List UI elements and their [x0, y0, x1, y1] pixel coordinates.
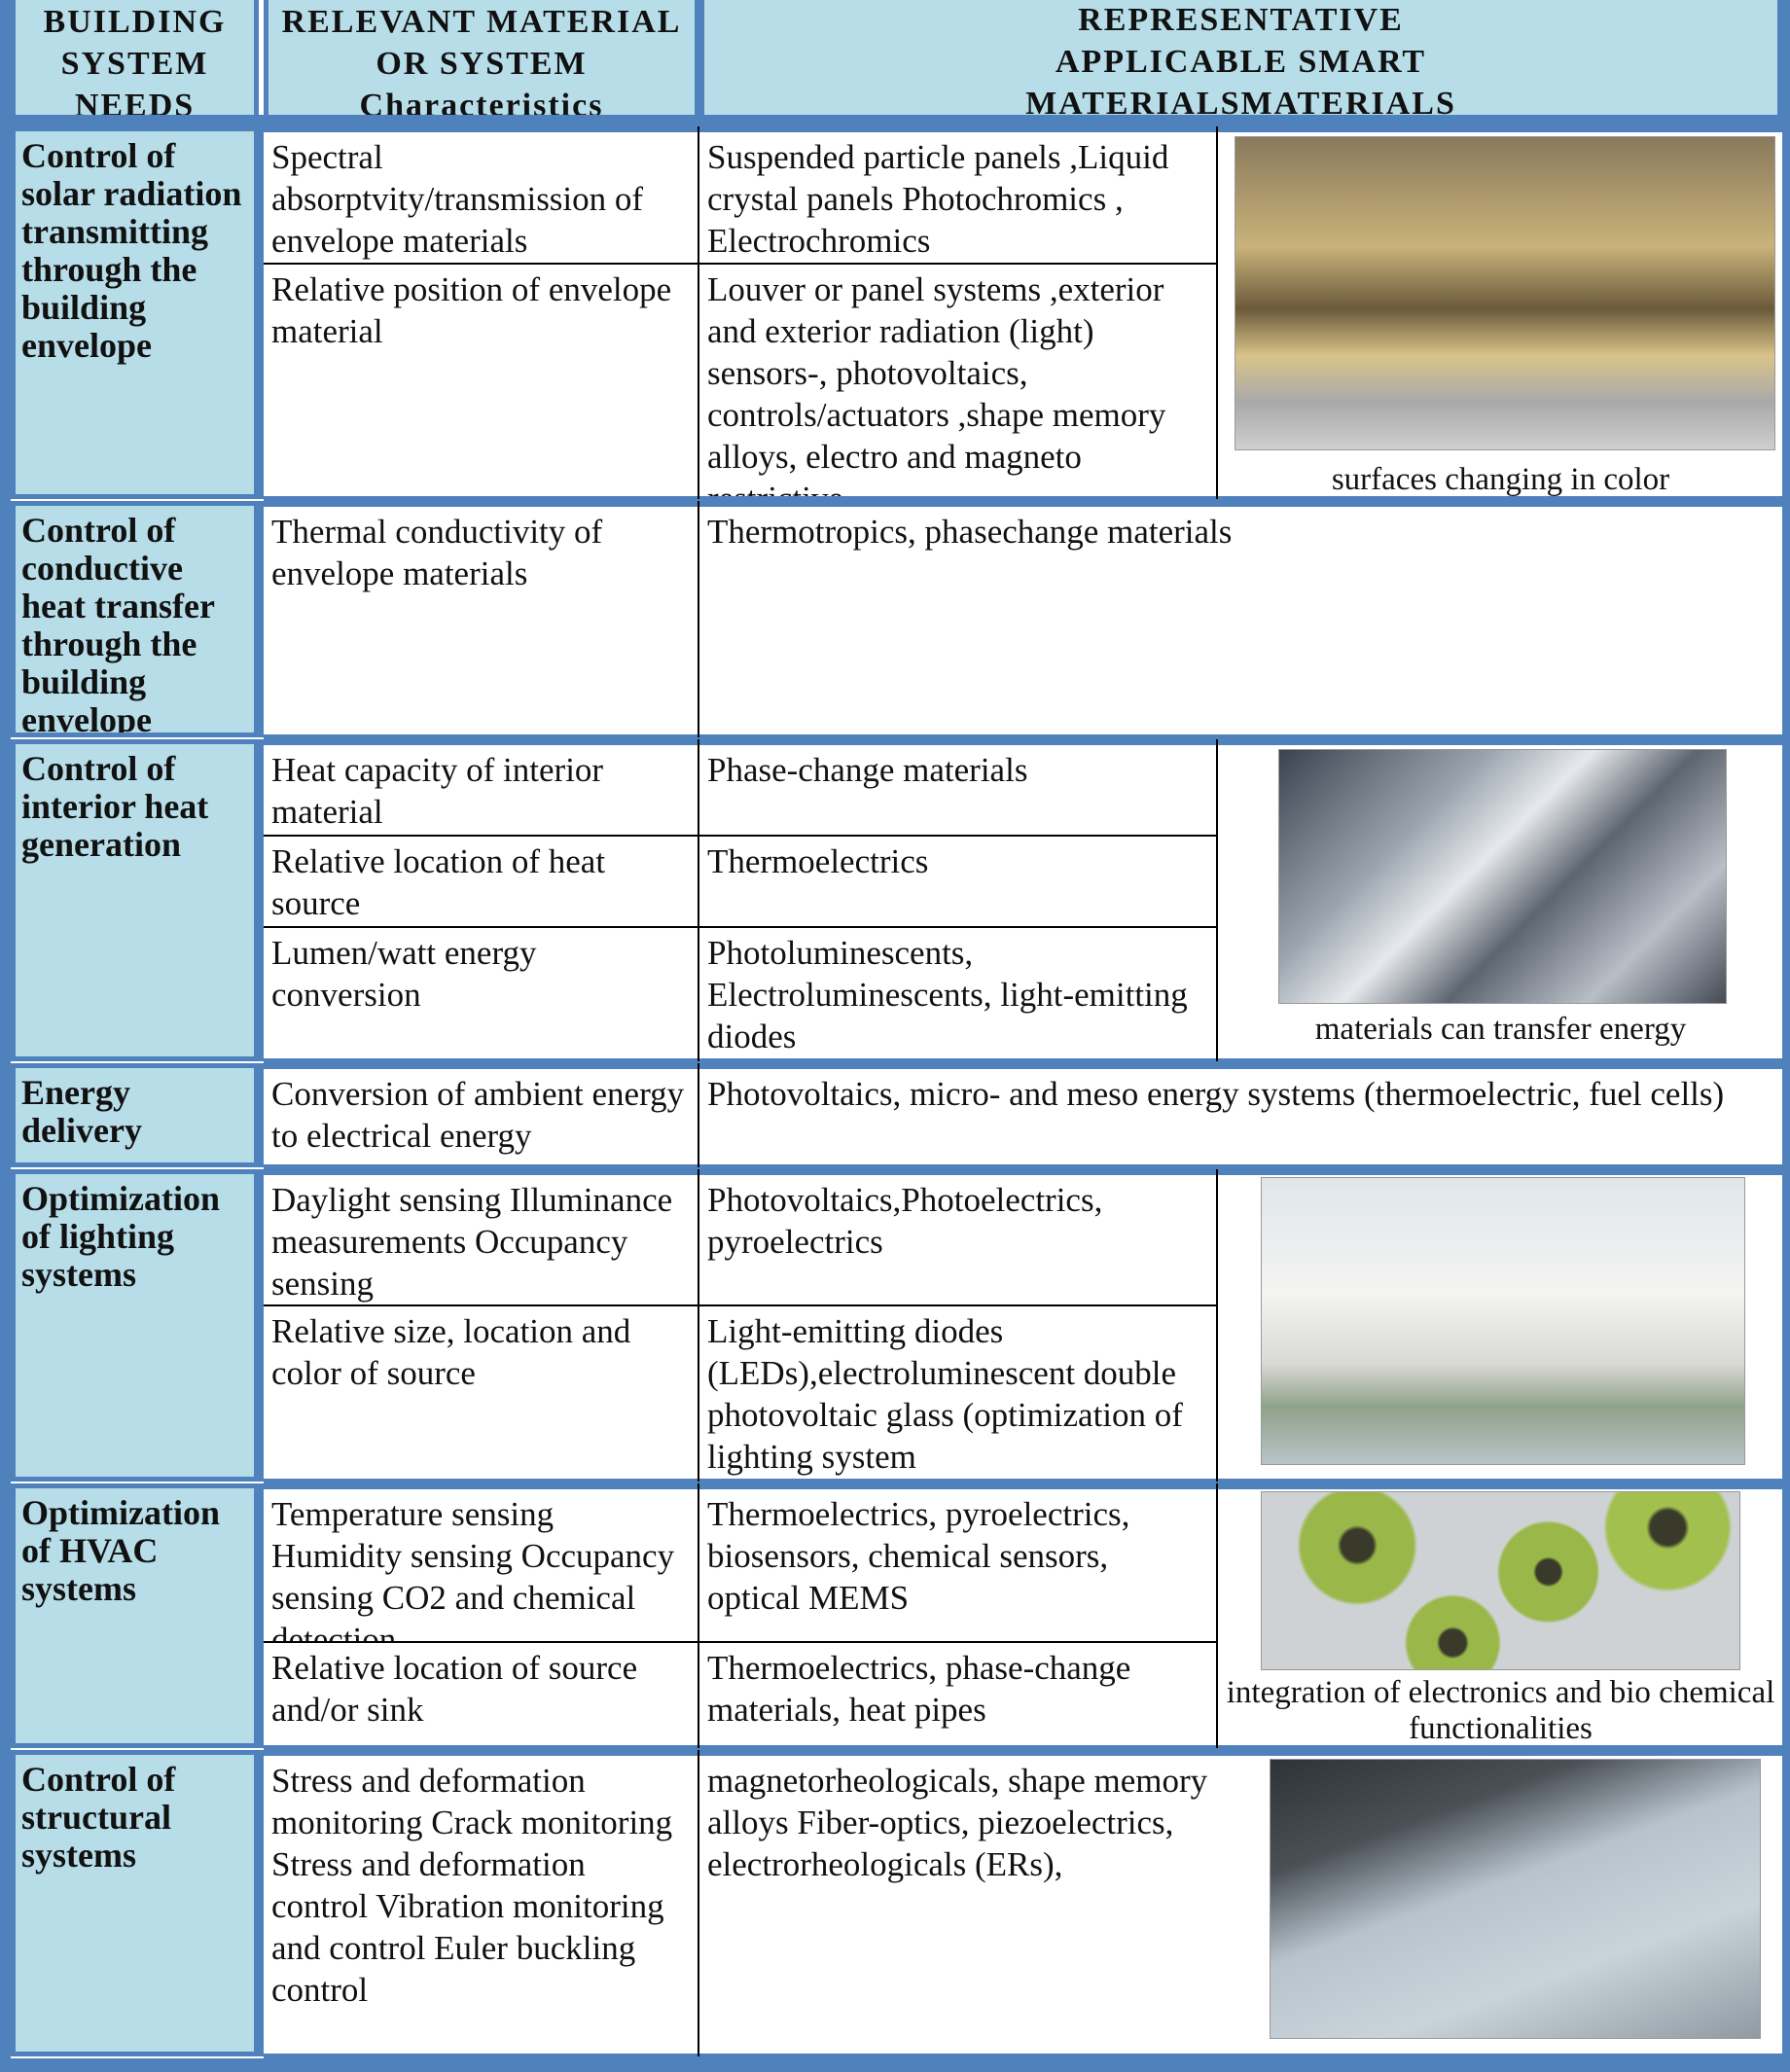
characteristic-cell: Stress and deformation monitoring Crack … [271, 1762, 673, 2009]
image-caption: surfaces changing in color [1331, 462, 1670, 497]
column-divider [259, 739, 264, 1061]
materials-cell: Photoluminescents, Electroluminescents, … [707, 934, 1188, 1055]
materials-cell: magnetorheologicals, shape memory alloys… [707, 1762, 1208, 1883]
bridge-sensors-photo [1270, 1759, 1761, 2039]
building-need-cell: Optimization of lighting systems [11, 1169, 259, 1482]
image-caption: materials can transfer energy [1314, 1012, 1687, 1047]
subrow-line [264, 1304, 1216, 1306]
bottom-frame [0, 2058, 1790, 2072]
left-frame [0, 0, 11, 2072]
row-top-border [264, 739, 1782, 745]
materials-cell: Thermoelectrics, phase-change materials,… [707, 1649, 1131, 1729]
facade-mirror-panels-photo [1235, 136, 1775, 450]
characteristic-cell: Daylight sensing Illuminance measurement… [271, 1181, 673, 1303]
materials-cell: Thermoelectrics [707, 842, 929, 880]
materials-cell: Phase-change materials [707, 751, 1028, 789]
subrow-line [264, 1641, 1216, 1643]
materials-cell: Thermoelectrics, pyroelectrics, biosenso… [707, 1495, 1130, 1617]
row-top-border [264, 1063, 1782, 1069]
image-caption: integration of electronics and bio chemi… [1226, 1675, 1775, 1746]
materials-cell: Thermotropics, phasechange materials [707, 513, 1233, 551]
column-divider [259, 501, 264, 737]
subrow-line [264, 926, 1216, 928]
building-need-cell: Energy delivery [11, 1063, 259, 1167]
row-bottom-border [264, 734, 1782, 739]
characteristic-cell: Relative size, location and color of sou… [271, 1312, 631, 1392]
row-bottom-border [264, 1164, 1782, 1169]
column-line [698, 1169, 699, 1482]
materials-cell: Photovoltaics, micro- and meso energy sy… [707, 1075, 1725, 1113]
materials-cell: Suspended particle panels ,Liquid crysta… [707, 138, 1169, 260]
row-bottom-border [264, 1745, 1782, 1750]
row-bottom-border [264, 496, 1782, 501]
column-line [698, 501, 699, 737]
materials-cell: Louver or panel systems ,exterior and ex… [707, 270, 1166, 496]
glass-panel-facade-photo [1278, 749, 1727, 1004]
white-ribbed-buildings-photo [1261, 1177, 1745, 1465]
characteristic-cell: Thermal conductivity of envelope materia… [271, 513, 603, 592]
column-line [698, 126, 699, 499]
characteristic-cell: Relative location of heat source [271, 842, 606, 922]
header-relevant-characteristics: RELEVANT MATERIAL OR SYSTEM Characterist… [264, 0, 699, 123]
building-need-cell: Optimization of HVAC systems [11, 1483, 259, 1748]
column-line [698, 739, 699, 1061]
column-divider [259, 1169, 264, 1482]
row-top-border [264, 126, 1782, 132]
column-line [1216, 1169, 1218, 1482]
header-smart-materials: REPRESENTATIVE APPLICABLE SMART MATERIAL… [699, 0, 1782, 123]
column-line [698, 1063, 699, 1167]
column-divider [259, 1483, 264, 1748]
characteristic-cell: Conversion of ambient energy to electric… [271, 1075, 685, 1155]
column-line [1216, 1483, 1218, 1748]
header-building-system-needs: BUILDING SYSTEM NEEDS [11, 0, 259, 123]
characteristic-cell: Lumen/watt energy conversion [271, 934, 537, 1014]
characteristic-cell: Heat capacity of interior material [271, 751, 604, 831]
column-line [698, 1483, 699, 1748]
column-line [1216, 126, 1218, 499]
building-need-cell: Control of solar radiation transmitting … [11, 126, 259, 499]
characteristic-cell: Relative position of envelope material [271, 270, 672, 350]
row-bottom-border [264, 1058, 1782, 1063]
row-bottom-border [264, 2054, 1782, 2058]
characteristic-cell: Spectral absorptvity/transmission of env… [271, 138, 644, 260]
characteristic-cell: Relative location of source and/or sink [271, 1649, 638, 1729]
header-divider [11, 115, 1782, 126]
column-divider [259, 1750, 264, 2056]
row-top-border [264, 1750, 1782, 1756]
building-need-cell: Control of structural systems [11, 1750, 259, 2056]
row-top-border [264, 501, 1782, 507]
materials-cell: Light-emitting diodes (LEDs),electrolumi… [707, 1312, 1183, 1476]
right-frame [1782, 0, 1790, 2072]
column-line [1216, 739, 1218, 1061]
column-divider [259, 126, 264, 499]
row-top-border [264, 1169, 1782, 1175]
building-need-cell: Control of interior heat generation [11, 739, 259, 1061]
row-top-border [264, 1483, 1782, 1489]
subrow-line [264, 263, 1216, 265]
materials-cell: Photovoltaics,Photoelectrics, pyroelectr… [707, 1181, 1103, 1261]
characteristic-cell: Temperature sensing Humidity sensing Occ… [271, 1495, 675, 1641]
column-line [698, 1750, 699, 2056]
column-divider [259, 1063, 264, 1167]
building-need-cell: Control of conductive heat transfer thro… [11, 501, 259, 737]
green-cone-vents-photo [1261, 1491, 1740, 1670]
subrow-line [264, 835, 1216, 837]
row-bottom-border [264, 1479, 1782, 1483]
